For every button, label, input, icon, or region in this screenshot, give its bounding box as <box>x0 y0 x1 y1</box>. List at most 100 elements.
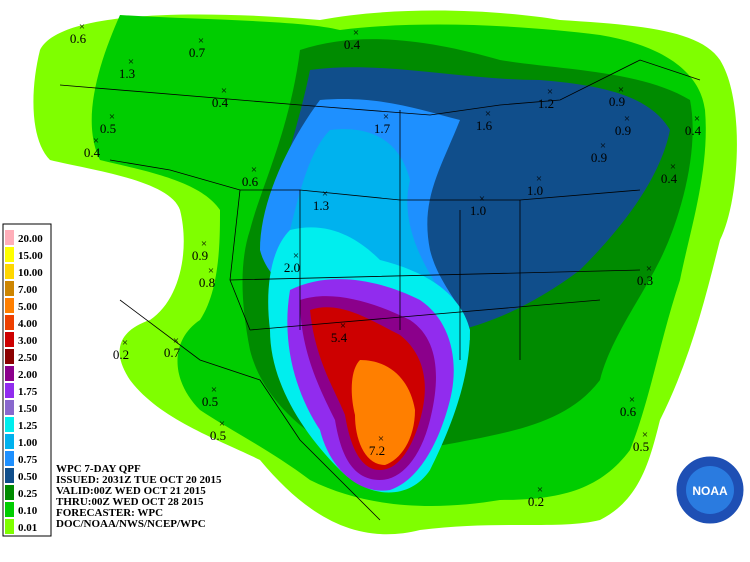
point-value: 1.0 <box>470 203 486 218</box>
point-marker: × <box>201 238 207 250</box>
precip-fields <box>33 10 737 535</box>
point-marker: × <box>79 21 85 33</box>
point-marker: × <box>128 56 134 68</box>
point-marker: × <box>479 193 485 205</box>
point-value: 0.9 <box>609 94 625 109</box>
legend-label: 5.00 <box>18 301 38 313</box>
logo-text: NOAA <box>692 484 728 498</box>
legend-swatch <box>5 315 14 330</box>
point-value: 1.0 <box>527 183 543 198</box>
forecast-points: ×0.6×1.3×0.7×0.4×0.4×0.5×0.4×1.7×1.6×1.2… <box>70 21 702 509</box>
info-line: THRU:00Z WED OCT 28 2015 <box>56 496 204 508</box>
point-marker: × <box>251 164 257 176</box>
info-line: DOC/NOAA/NWS/NCEP/WPC <box>56 518 206 530</box>
point-value: 0.9 <box>591 150 607 165</box>
point-value: 0.4 <box>661 171 678 186</box>
point-value: 0.5 <box>100 121 116 136</box>
info-line: ISSUED: 2031Z TUE OCT 20 2015 <box>56 474 222 486</box>
point-value: 1.6 <box>476 118 493 133</box>
legend-swatch <box>5 519 14 534</box>
point-value: 0.3 <box>637 273 653 288</box>
point-marker: × <box>208 265 214 277</box>
point-value: 0.6 <box>242 174 259 189</box>
point-value: 0.6 <box>620 404 637 419</box>
point-marker: × <box>624 113 630 125</box>
point-value: 1.7 <box>374 121 391 136</box>
legend: 20.00 15.00 10.00 7.00 5.00 4.00 3.00 2.50 2.00 1… <box>2 223 52 537</box>
point-marker: × <box>646 263 652 275</box>
legend-swatch <box>5 400 14 415</box>
point-value: 0.9 <box>192 248 208 263</box>
legend-label: 0.10 <box>18 505 38 517</box>
point-value: 0.2 <box>113 347 129 362</box>
point-marker: × <box>340 320 346 332</box>
legend-label: 0.25 <box>18 488 38 500</box>
legend-swatch <box>5 417 14 432</box>
legend-label: 0.01 <box>18 522 37 534</box>
legend-swatch <box>5 434 14 449</box>
info-line: VALID:00Z WED OCT 21 2015 <box>56 485 206 497</box>
point-marker: × <box>629 394 635 406</box>
point-value: 0.8 <box>199 275 215 290</box>
point-marker: × <box>93 135 99 147</box>
point-marker: × <box>221 85 227 97</box>
legend-label: 1.00 <box>18 437 38 449</box>
point-value: 0.6 <box>70 31 87 46</box>
legend-label: 0.50 <box>18 471 38 483</box>
legend-swatch <box>5 264 14 279</box>
point-marker: × <box>383 111 389 123</box>
legend-label: 1.25 <box>18 420 38 432</box>
point-marker: × <box>322 188 328 200</box>
info-line: FORECASTER: WPC <box>56 507 163 519</box>
point-marker: × <box>536 173 542 185</box>
point-value: 0.5 <box>210 428 226 443</box>
point-value: 0.4 <box>685 123 702 138</box>
point-value: 0.4 <box>212 95 229 110</box>
legend-label: 2.50 <box>18 352 38 364</box>
boundaries <box>59 59 701 521</box>
point-value: 0.5 <box>633 439 649 454</box>
legend-label: 0.75 <box>18 454 38 466</box>
point-marker: × <box>122 337 128 349</box>
legend-swatch <box>5 298 14 313</box>
point-value: 5.4 <box>331 330 348 345</box>
point-marker: × <box>109 111 115 123</box>
point-marker: × <box>211 384 217 396</box>
legend-label: 2.00 <box>18 369 38 381</box>
point-marker: × <box>198 35 204 47</box>
point-marker: × <box>353 27 359 39</box>
point-value: 0.2 <box>528 494 544 509</box>
point-value: 2.0 <box>284 260 300 275</box>
point-marker: × <box>219 418 225 430</box>
area-500 <box>351 360 415 465</box>
point-value: 0.7 <box>164 345 181 360</box>
point-marker: × <box>600 140 606 152</box>
point-value: 0.9 <box>615 123 631 138</box>
point-value: 1.3 <box>313 198 329 213</box>
legend-label: 1.75 <box>18 386 38 398</box>
legend-swatch <box>5 247 14 262</box>
legend-label: 15.00 <box>18 250 43 262</box>
legend-swatch <box>5 502 14 517</box>
noaa-logo: NOAA <box>673 453 747 527</box>
point-marker: × <box>694 113 700 125</box>
point-marker: × <box>485 108 491 120</box>
point-marker: × <box>537 484 543 496</box>
legend-label: 3.00 <box>18 335 38 347</box>
point-marker: × <box>618 84 624 96</box>
point-marker: × <box>547 86 553 98</box>
point-marker: × <box>642 429 648 441</box>
legend-swatch <box>5 230 14 245</box>
point-marker: × <box>378 433 384 445</box>
point-value: 7.2 <box>369 443 385 458</box>
point-value: 1.2 <box>538 96 554 111</box>
legend-swatch <box>5 281 14 296</box>
legend-label: 20.00 <box>18 233 43 245</box>
legend-label: 10.00 <box>18 267 43 279</box>
point-marker: × <box>173 335 179 347</box>
legend-swatch <box>5 349 14 364</box>
point-marker: × <box>670 161 676 173</box>
legend-swatch <box>5 383 14 398</box>
